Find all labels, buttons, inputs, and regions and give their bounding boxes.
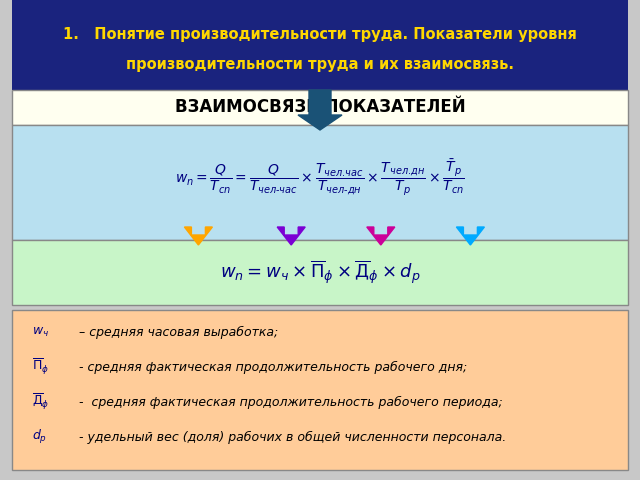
FancyBboxPatch shape (12, 125, 628, 240)
Text: - средняя фактическая продолжительность рабочего дня;: - средняя фактическая продолжительность … (75, 360, 467, 373)
FancyBboxPatch shape (12, 310, 628, 470)
Text: $\overline{\text{Д}}_\phi$: $\overline{\text{Д}}_\phi$ (32, 392, 49, 412)
Text: 1.   Понятие производительности труда. Показатели уровня: 1. Понятие производительности труда. Пок… (63, 27, 577, 42)
FancyBboxPatch shape (12, 90, 628, 125)
FancyArrow shape (456, 227, 484, 245)
FancyBboxPatch shape (12, 240, 628, 305)
FancyArrow shape (184, 227, 212, 245)
Text: - удельный вес (доля) рабочих в общей численности персонала.: - удельный вес (доля) рабочих в общей чи… (75, 431, 506, 444)
FancyArrow shape (367, 227, 395, 245)
Text: $w_n = w_\mathit{ч} \times \overline{\Pi}_\phi \times \overline{\text{Д}}_\phi \: $w_n = w_\mathit{ч} \times \overline{\Pi… (220, 259, 420, 287)
Text: $d_p$: $d_p$ (32, 428, 47, 446)
Text: – средняя часовая выработка;: – средняя часовая выработка; (75, 325, 278, 338)
FancyBboxPatch shape (12, 0, 628, 90)
Text: $w_\mathit{ч}$: $w_\mathit{ч}$ (32, 325, 49, 338)
Text: $\overline{\Pi}_\phi$: $\overline{\Pi}_\phi$ (32, 357, 49, 377)
Text: ВЗАИМОСВЯЗЬ ПОКАЗАТЕЛЕЙ: ВЗАИМОСВЯЗЬ ПОКАЗАТЕЛЕЙ (175, 98, 465, 117)
FancyArrow shape (277, 227, 305, 245)
Text: -  средняя фактическая продолжительность рабочего периода;: - средняя фактическая продолжительность … (75, 396, 503, 408)
Text: $w_n = \dfrac{Q}{T_{cn}} = \dfrac{Q}{T_{\mathit{чел\text{-}час}}} \times \dfrac{: $w_n = \dfrac{Q}{T_{cn}} = \dfrac{Q}{T_{… (175, 157, 465, 197)
Text: производительности труда и их взаимосвязь.: производительности труда и их взаимосвяз… (126, 57, 514, 72)
FancyArrow shape (298, 90, 342, 130)
